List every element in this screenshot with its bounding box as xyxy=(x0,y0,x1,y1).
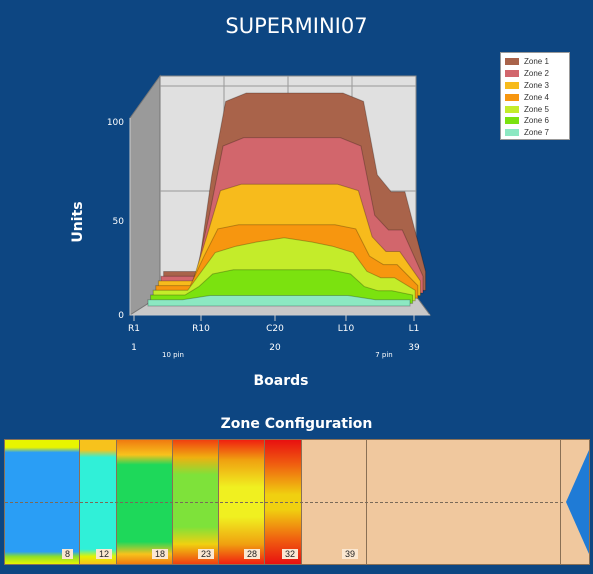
legend-swatch xyxy=(505,117,519,125)
zone-configuration-strip: 8 12 18 23 28 32 39 xyxy=(4,439,590,565)
legend-label: Zone 3 xyxy=(524,80,549,90)
y-tick-label: 100 xyxy=(107,118,124,128)
zone-cell-label: 12 xyxy=(95,549,112,559)
zone-end-marker xyxy=(563,440,589,564)
y-axis-label: Units xyxy=(70,201,86,242)
x-tick-label: R10 xyxy=(192,324,210,334)
legend-label: Zone 5 xyxy=(524,104,549,114)
chart-side-wall xyxy=(129,74,161,316)
legend-item: Zone 6 xyxy=(505,115,565,127)
area-series-7 xyxy=(147,295,411,307)
area-chart-3d: 0 50 100 R1 R10 C20 L10 L1 1 20 39 10 pin 7 pin Unit… xyxy=(70,74,431,389)
legend-label: Zone 2 xyxy=(524,69,549,79)
chart-title: SUPERMINI07 xyxy=(225,14,368,38)
chart-areas xyxy=(147,92,427,307)
legend-swatch xyxy=(505,81,519,89)
zone-cell-label: 8 xyxy=(61,549,73,559)
zone-configuration-title: Zone Configuration xyxy=(220,416,373,432)
legend-label: Zone 7 xyxy=(524,128,549,138)
legend-swatch xyxy=(505,70,519,78)
zone-cell-label: 23 xyxy=(197,549,214,559)
x-tick-label: R1 xyxy=(128,324,140,334)
legend-swatch xyxy=(505,58,519,66)
x-tick-label: 39 xyxy=(408,343,420,353)
x-tick-label: L1 xyxy=(409,324,420,334)
area-series-6 xyxy=(150,269,414,304)
y-tick-label: 0 xyxy=(118,311,124,321)
x-tick-label: 1 xyxy=(131,343,137,353)
legend-label: Zone 4 xyxy=(524,92,549,102)
x-axis-note: 7 pin xyxy=(375,351,393,359)
legend-item: Zone 7 xyxy=(505,127,565,139)
legend-item: Zone 5 xyxy=(505,103,565,115)
x-tick-label: 20 xyxy=(269,343,281,353)
legend-item: Zone 2 xyxy=(505,68,565,80)
zone-cell-label: 28 xyxy=(243,549,260,559)
zone-cell-label: 18 xyxy=(151,549,168,559)
x-tick-label: L10 xyxy=(338,324,355,334)
x-tick-label: C20 xyxy=(266,324,284,334)
zone-cell-label: 32 xyxy=(281,549,298,559)
zone-cell-label: 39 xyxy=(342,549,359,559)
chart-legend: Zone 1 Zone 2 Zone 3 Zone 4 Zone 5 Zone 6 Zone… xyxy=(500,52,570,140)
x-axis-label: Boards xyxy=(254,373,309,389)
legend-label: Zone 6 xyxy=(524,116,549,126)
chart-ticks: 0 50 100 R1 R10 C20 L10 L1 1 20 39 10 pin 7 pin xyxy=(107,118,420,359)
legend-item: Zone 4 xyxy=(505,91,565,103)
legend-item: Zone 1 xyxy=(505,56,565,68)
legend-label: Zone 1 xyxy=(524,57,549,67)
legend-item: Zone 3 xyxy=(505,80,565,92)
x-axis-note: 10 pin xyxy=(162,351,184,359)
legend-swatch xyxy=(505,129,519,137)
legend-swatch xyxy=(505,105,519,113)
zone-midline xyxy=(5,502,563,503)
y-tick-label: 50 xyxy=(113,217,125,227)
legend-swatch xyxy=(505,93,519,101)
